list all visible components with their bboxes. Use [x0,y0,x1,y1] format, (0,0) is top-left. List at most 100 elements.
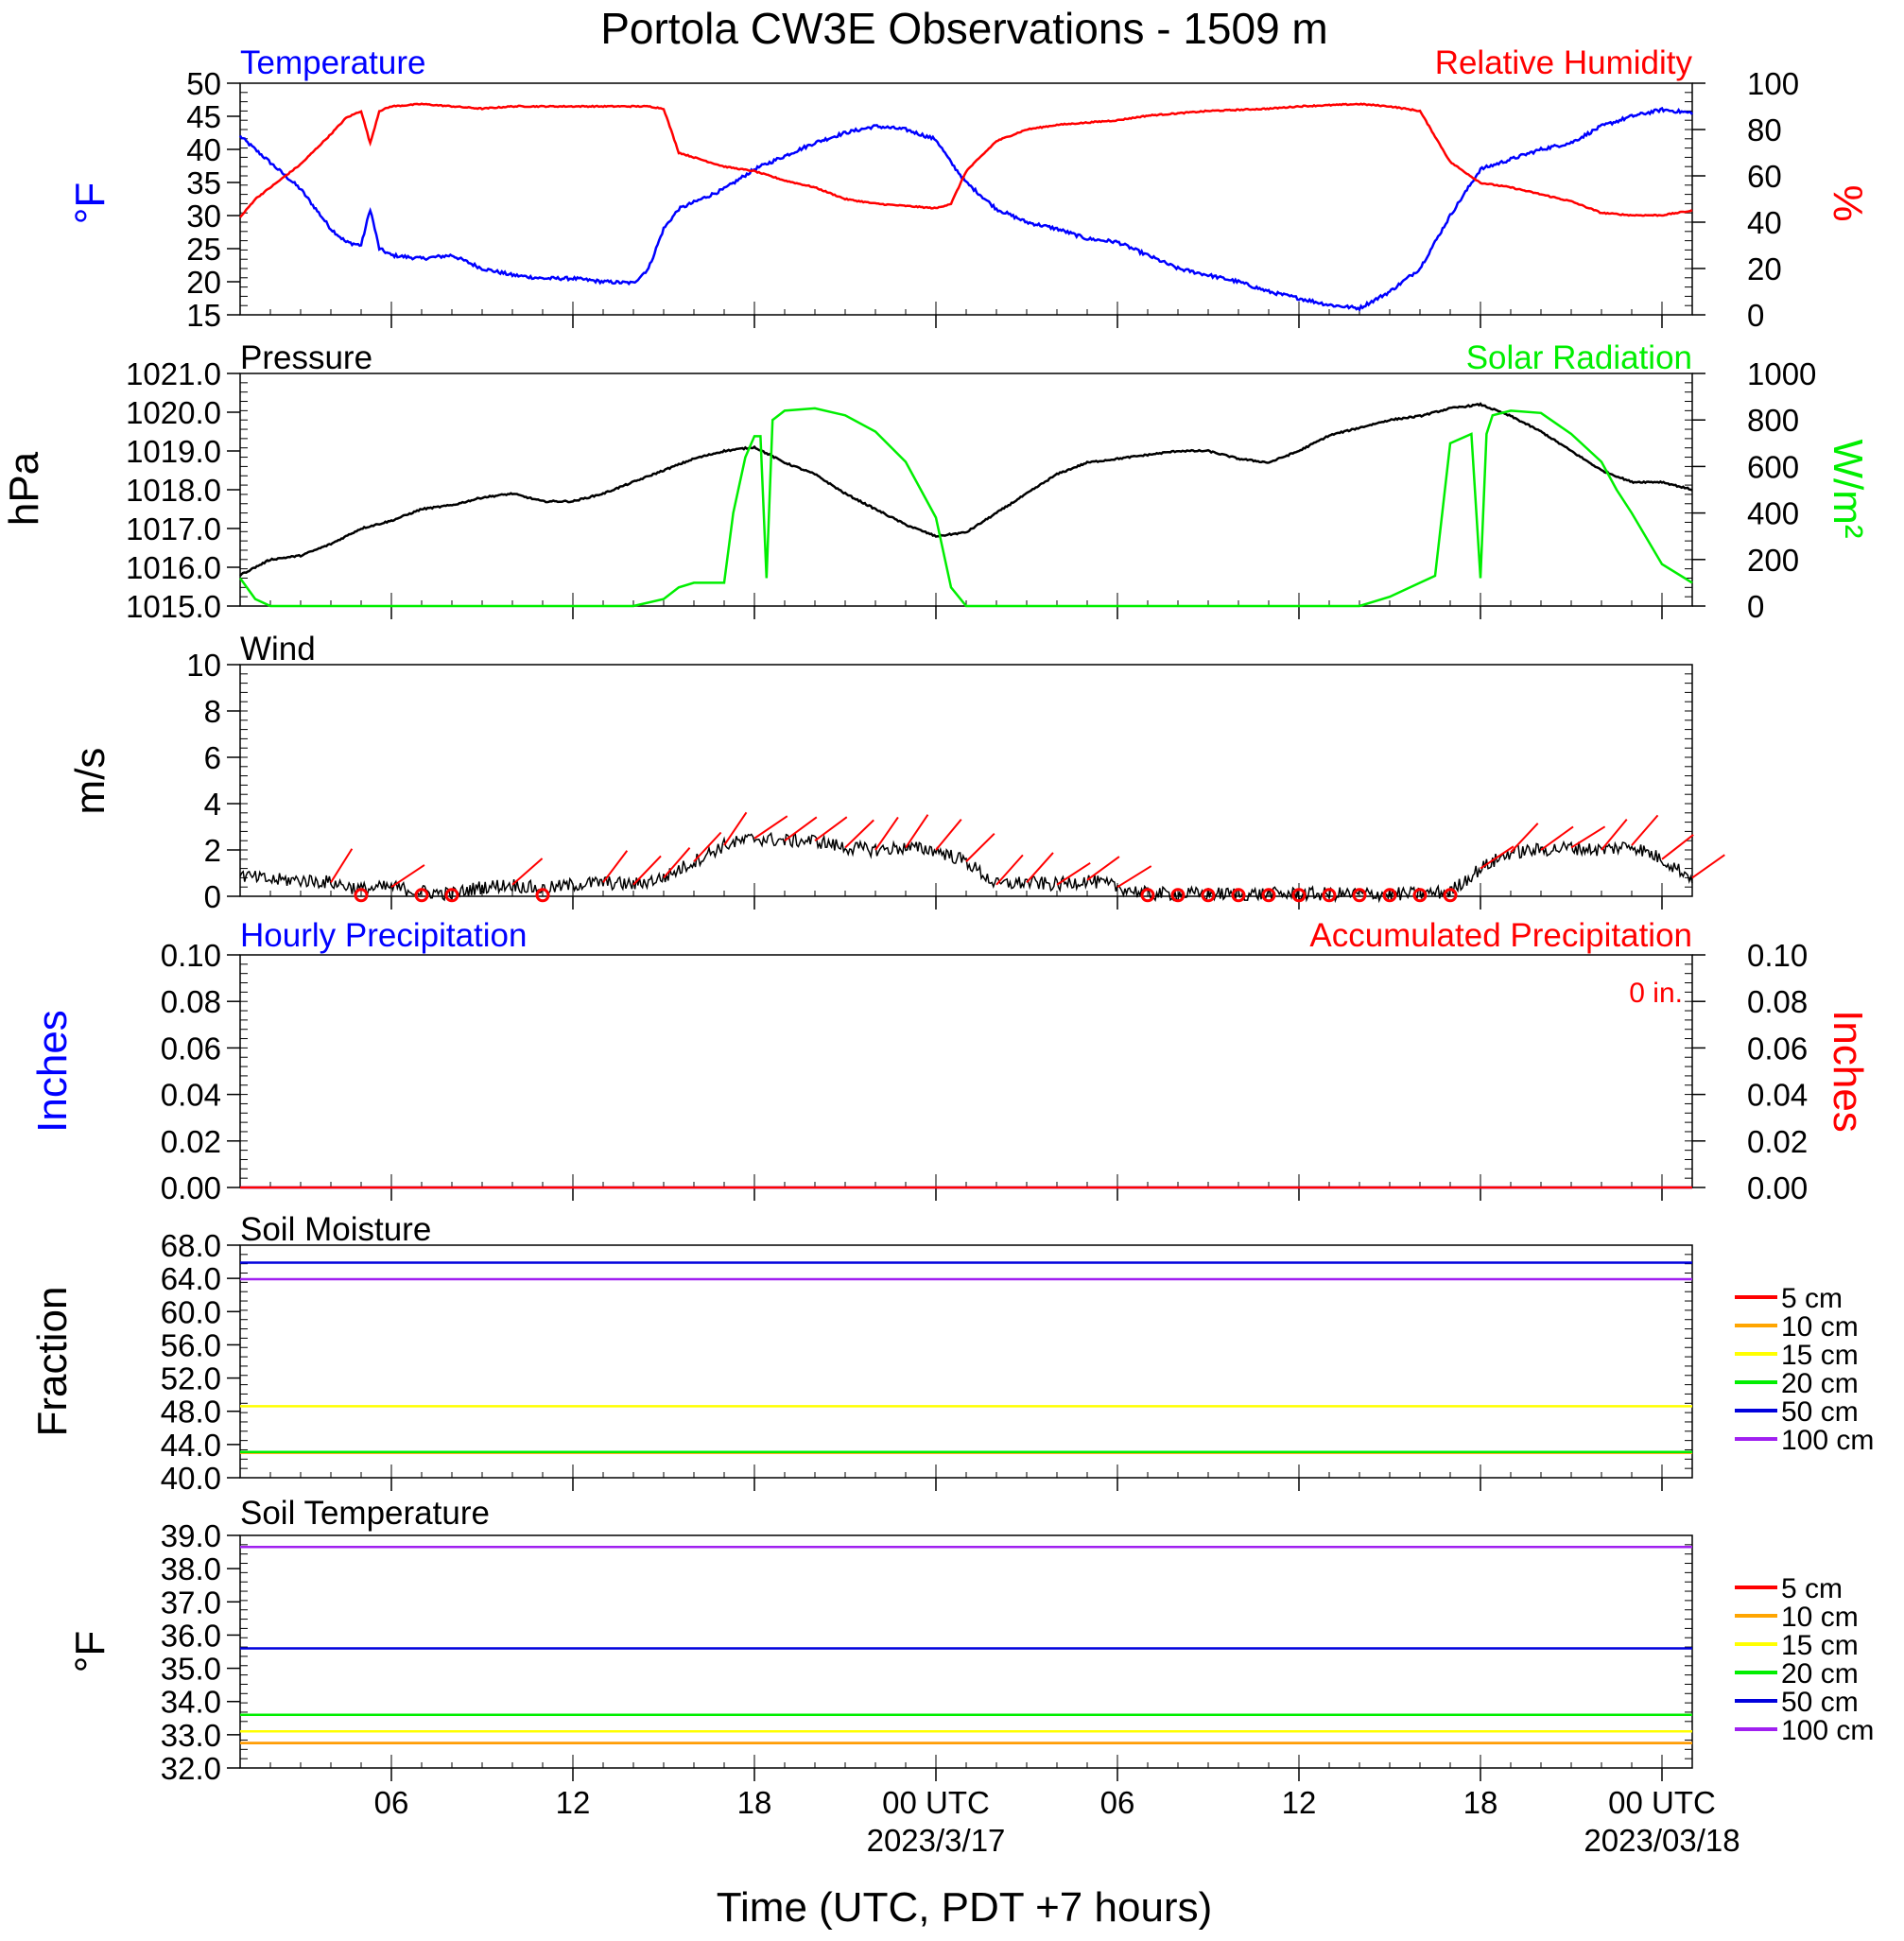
y-tick-label-right: 0.08 [1747,984,1808,1019]
y-axis-label-left: Inches [29,1010,76,1133]
panel-precipitation: 0.00 0.02 0.04 0.06 0.08 0.10 0.00 0.02 0.04 0.06… [29,917,1871,1205]
wind-barb [1601,818,1628,851]
y-tick-label-right: 0 [1747,298,1764,333]
y-tick-label-left: 33.0 [161,1718,221,1753]
wind-barb [602,850,629,883]
y-tick-label-left: 8 [204,694,221,729]
wind-barb [390,864,425,889]
legend-label: 100 cm [1781,1425,1874,1456]
series-line-pressure [239,402,1693,577]
y-tick-label-left: 1021.0 [126,356,221,391]
wind-barb [874,816,899,851]
wind-barb [1631,814,1659,846]
y-tick-label-left: 0.08 [161,984,221,1019]
panel-title-left: Hourly Precipitation [240,917,527,954]
wind-barb [693,831,722,862]
x-date-label: 2023/03/18 [1584,1823,1740,1858]
legend-label: 10 cm [1781,1602,1859,1633]
x-date-label: 2023/3/17 [867,1823,1006,1858]
wind-barb [1540,825,1574,851]
y-tick-label-left: 44.0 [161,1428,221,1463]
y-axis-label-right: Inches [1825,1010,1871,1133]
plot-frame [239,82,1693,316]
wind-calm-marker [535,888,550,903]
y-tick-label-left: 36.0 [161,1618,221,1653]
accumulated-total-label: 0 in. [1629,978,1683,1009]
y-tick-label-left: 39.0 [161,1518,221,1553]
panel-title-right: Accumulated Precipitation [1309,917,1692,954]
y-tick-label-left: 30 [186,199,221,234]
x-tick-label: 18 [737,1785,772,1820]
wind-calm-marker [1322,888,1337,903]
panel-title-right: Relative Humidity [1435,44,1693,81]
y-tick-label-right: 400 [1747,496,1799,531]
legend-label: 50 cm [1781,1396,1859,1428]
y-tick-label-left: 45 [186,99,221,134]
y-tick-label-left: 2 [204,833,221,868]
y-tick-label-right: 0 [1747,589,1764,624]
wind-barb [784,816,818,842]
y-tick-label-left: 35.0 [161,1652,221,1687]
wind-barb [1570,825,1606,849]
y-tick-label-left: 1018.0 [126,473,221,508]
y-tick-label-left: 56.0 [161,1327,221,1362]
y-tick-label-left: 1020.0 [126,395,221,430]
plot-frame [239,1534,1693,1769]
y-axis-label-left: hPa [1,451,47,526]
series-line-wind [239,831,1693,904]
wind-barb [965,832,995,862]
x-tick-label: 00 UTC [1608,1785,1716,1820]
y-tick-label-left: 0.06 [161,1031,221,1066]
y-axis-label-right: W/m² [1825,439,1871,538]
wind-calm-marker [1170,888,1186,903]
y-tick-label-left: 64.0 [161,1261,221,1296]
x-tick-label: 00 UTC [882,1785,990,1820]
y-tick-label-left: 10 [186,648,221,683]
y-tick-label-left: 68.0 [161,1228,221,1263]
y-tick-label-left: 1016.0 [126,550,221,585]
y-tick-label-right: 600 [1747,449,1799,484]
panel-title-left: Wind [240,631,316,667]
panel-title-left: Soil Temperature [240,1495,490,1532]
y-tick-label-right: 100 [1747,66,1799,101]
y-tick-label-left: 60.0 [161,1294,221,1329]
y-tick-label-left: 1017.0 [126,511,221,546]
panel-soil-temperature: 32.033.034.035.036.037.038.039.0 Soil Tem… [67,1495,1874,1786]
x-tick-label: 06 [1100,1785,1135,1820]
wind-barb [632,855,662,886]
wind-barb [723,811,748,846]
legend-label: 5 cm [1781,1283,1843,1314]
y-tick-label-right: 0.02 [1747,1124,1808,1159]
y-tick-label-right: 1000 [1747,356,1816,391]
y-axis-label-left: Fraction [29,1287,76,1437]
y-tick-label-left: 48.0 [161,1395,221,1430]
legend-label: 15 cm [1781,1340,1859,1371]
series-line-temperature [238,106,1694,312]
wind-barb [995,854,1024,886]
y-tick-label-right: 0.04 [1747,1078,1808,1113]
wind-barb [935,819,962,851]
wind-barb [330,848,354,883]
y-tick-label-left: 50 [186,66,221,101]
y-tick-label-right: 40 [1747,205,1782,240]
wind-calm-marker [1261,888,1276,903]
legend-label: 20 cm [1781,1368,1859,1399]
wind-barb [663,847,691,879]
panel-wind: 0 2 4 6 8 10 Wind m/s [67,631,1725,914]
y-axis-label-right: % [1825,184,1871,221]
y-tick-label-left: 52.0 [161,1361,221,1396]
chart-title: Portola CW3E Observations - 1509 m [600,4,1328,53]
legend-label: 20 cm [1781,1658,1859,1690]
panel-soil-moisture: 40.044.048.052.056.060.064.068.0 Soil Moi… [29,1211,1874,1496]
y-tick-label-right: 0.00 [1747,1170,1808,1205]
y-tick-label-left: 37.0 [161,1585,221,1620]
y-tick-label-right: 60 [1747,159,1782,194]
wind-barb [1661,834,1694,860]
y-tick-label-left: 6 [204,740,221,775]
y-tick-label-left: 40.0 [161,1461,221,1496]
wind-barb [511,858,544,886]
wind-calm-marker [1291,888,1307,903]
y-tick-label-right: 20 [1747,251,1782,286]
